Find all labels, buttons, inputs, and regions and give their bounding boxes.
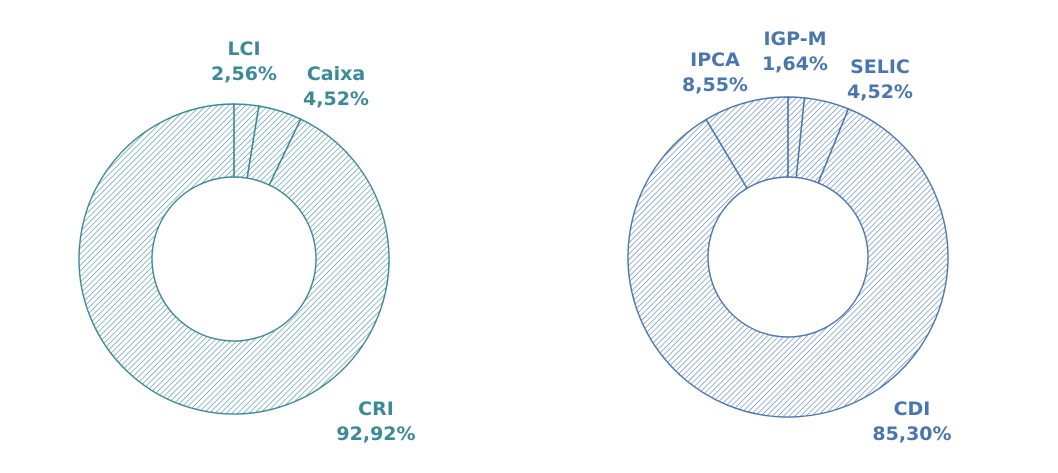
label-lci: LCI bbox=[227, 38, 260, 60]
slice-ipca bbox=[705, 96, 789, 190]
label-igp-m: IGP-M bbox=[763, 28, 826, 50]
donut-chart-right: IGP-M 1,64% SELIC 4,52% CDI 85,30% IPCA 8,55% bbox=[627, 28, 952, 445]
value-label-cdi: 85,30% bbox=[872, 423, 951, 445]
slice-cdi bbox=[627, 107, 949, 418]
label-cdi: CDI bbox=[894, 398, 931, 420]
label-cri: CRI bbox=[358, 398, 394, 420]
value-label-igp-m: 1,64% bbox=[762, 53, 828, 75]
value-label-caixa: 4,52% bbox=[303, 88, 369, 110]
label-selic: SELIC bbox=[850, 56, 910, 78]
value-label-selic: 4,52% bbox=[847, 81, 913, 103]
label-ipca: IPCA bbox=[690, 49, 740, 71]
slice-cri bbox=[78, 103, 390, 415]
label-caixa: Caixa bbox=[307, 63, 365, 85]
donut-chart-left: LCI 2,56% Caixa 4,52% CRI 92,92% bbox=[78, 38, 416, 445]
value-label-ipca: 8,55% bbox=[682, 74, 748, 96]
value-label-cri: 92,92% bbox=[336, 423, 415, 445]
value-label-lci: 2,56% bbox=[211, 63, 277, 85]
